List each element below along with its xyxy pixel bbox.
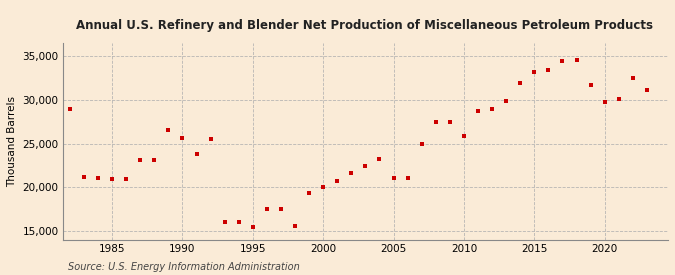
- Point: [191, 152, 202, 156]
- Point: [360, 163, 371, 168]
- Point: [543, 68, 554, 72]
- Point: [64, 106, 75, 111]
- Point: [346, 171, 357, 176]
- Point: [92, 176, 103, 180]
- Point: [501, 99, 512, 104]
- Point: [444, 119, 455, 124]
- Point: [641, 88, 652, 92]
- Point: [51, 70, 61, 74]
- Y-axis label: Thousand Barrels: Thousand Barrels: [7, 96, 17, 187]
- Point: [78, 175, 89, 179]
- Text: Annual U.S. Refinery and Blender Net Production of Miscellaneous Petroleum Produ: Annual U.S. Refinery and Blender Net Pro…: [76, 19, 653, 32]
- Point: [557, 59, 568, 63]
- Point: [234, 219, 244, 224]
- Point: [121, 177, 132, 181]
- Point: [163, 127, 173, 132]
- Point: [248, 225, 259, 229]
- Point: [585, 82, 596, 87]
- Text: Source: U.S. Energy Information Administration: Source: U.S. Energy Information Administ…: [68, 262, 299, 272]
- Point: [416, 141, 427, 146]
- Point: [219, 219, 230, 224]
- Point: [135, 158, 146, 163]
- Point: [107, 177, 117, 181]
- Point: [261, 206, 272, 211]
- Point: [487, 107, 497, 112]
- Point: [275, 206, 286, 211]
- Point: [599, 100, 610, 104]
- Point: [571, 58, 582, 62]
- Point: [515, 81, 526, 85]
- Point: [205, 137, 216, 141]
- Point: [332, 179, 343, 183]
- Point: [472, 109, 483, 113]
- Point: [374, 156, 385, 161]
- Point: [318, 185, 329, 190]
- Point: [614, 97, 624, 101]
- Point: [628, 76, 639, 80]
- Point: [431, 119, 441, 124]
- Point: [304, 191, 315, 195]
- Point: [529, 70, 540, 74]
- Point: [388, 176, 399, 180]
- Point: [149, 158, 160, 163]
- Point: [458, 134, 469, 138]
- Point: [290, 224, 300, 228]
- Point: [402, 176, 413, 180]
- Point: [177, 136, 188, 141]
